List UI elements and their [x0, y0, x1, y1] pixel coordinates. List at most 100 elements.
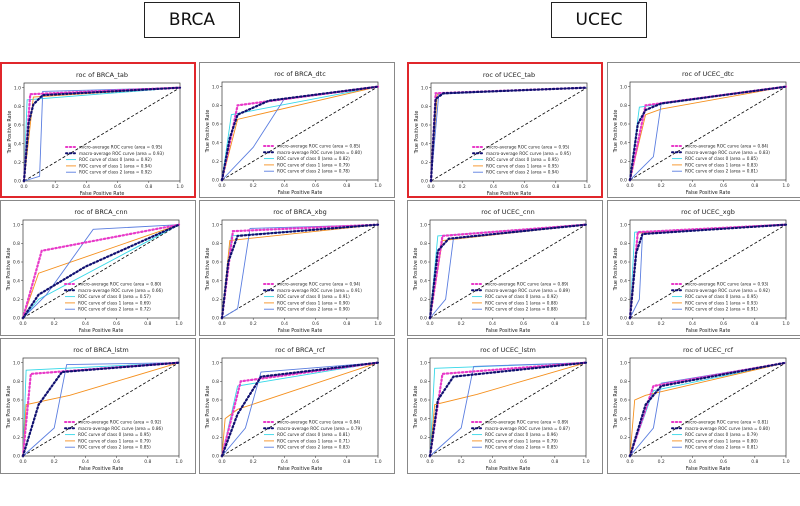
- legend-entry: ROC curve of class 2 (area = 0.72): [78, 307, 151, 312]
- legend-entry: ROC curve of class 1 (area = 0.94): [79, 163, 152, 168]
- x-tick-label: 0.4: [689, 321, 696, 327]
- chance-diagonal: [430, 87, 588, 182]
- legend-entry: ROC curve of class 2 (area = 0.92): [79, 170, 152, 175]
- y-tick-label: 0.8: [14, 104, 21, 110]
- legend-entry: micro-average ROC curve (area = 0.85): [277, 144, 361, 149]
- plot-area: [629, 81, 787, 181]
- legend-entry: ROC curve of class 1 (area = 0.79): [485, 438, 558, 443]
- series-line-macro: [628, 361, 788, 458]
- group-label-brca: BRCA: [144, 2, 240, 38]
- x-tick-label: 0.8: [751, 183, 758, 189]
- y-tick-label: 0.4: [212, 278, 219, 284]
- legend-entry: ROC curve of class 0 (area = 0.85): [685, 156, 758, 161]
- x-tick-label: 0.2: [458, 321, 465, 327]
- y-tick-label: 0.2: [14, 160, 21, 166]
- y-tick-label: 0.6: [421, 123, 428, 129]
- y-tick-label: 0.6: [620, 122, 627, 128]
- legend-entry: macro-average ROC curve (area = 0.87): [485, 426, 570, 431]
- x-tick-label: 0.6: [720, 321, 727, 327]
- chart-title: roc of UCEC_cnn: [481, 208, 534, 216]
- x-tick-label: 0.6: [312, 459, 319, 465]
- y-tick-label: 0.8: [212, 103, 219, 109]
- x-tick-label: 0.2: [250, 183, 257, 189]
- x-tick-label: 1.0: [583, 184, 590, 190]
- x-tick-label: 0.6: [520, 321, 527, 327]
- plot-area: [23, 82, 181, 182]
- legend-entry: macro-average ROC curve (area = 0.89): [485, 288, 570, 293]
- legend-entry: micro-average ROC curve (area = 0.92): [78, 420, 162, 425]
- legend-entry: ROC curve of class 0 (area = 0.92): [485, 294, 558, 299]
- legend-entry: macro-average ROC curve (area = 0.92): [685, 288, 770, 293]
- y-tick-label: 0.2: [212, 435, 219, 441]
- y-tick-label: 0.6: [420, 260, 427, 266]
- roc-chart: roc of BRCA_lstm 0.0 0.2 0.4 0.6 0.8 1.0 0.0 0.2…: [6, 346, 183, 472]
- legend-entry: ROC curve of class 1 (area = 0.90): [277, 300, 350, 305]
- y-tick-label: 0.6: [620, 260, 627, 266]
- y-tick-label: 0.8: [212, 241, 219, 247]
- group-label-ucec: UCEC: [551, 2, 647, 38]
- y-tick-label: 1.0: [212, 360, 219, 366]
- x-tick-label: 1.0: [176, 184, 183, 190]
- x-tick-label: 0.2: [658, 183, 665, 189]
- x-tick-label: 0.8: [552, 184, 559, 190]
- y-tick-label: 0.8: [620, 241, 627, 247]
- y-tick-label: 0.4: [620, 140, 627, 146]
- y-tick-label: 0.6: [420, 398, 427, 404]
- y-tick-label: 0.0: [212, 178, 219, 184]
- legend-entry: macro-average ROC curve (area = 0.86): [78, 426, 163, 431]
- chart-title: roc of BRCA_tab: [76, 71, 128, 79]
- series-line-macro: [628, 85, 788, 182]
- chart-panel-ucec-lstm: roc of UCEC_lstm 0.0 0.2 0.4 0.6 0.8 1.0 0.0 0.2…: [407, 338, 603, 474]
- legend-entry: macro-average ROC curve (area = 0.93): [79, 151, 164, 156]
- x-tick-label: 0.6: [720, 459, 727, 465]
- legend-entry: ROC curve of class 2 (area = 0.85): [485, 445, 558, 450]
- x-tick-label: 0.8: [144, 459, 151, 465]
- series-line-class-2: [23, 87, 181, 182]
- legend-entry: ROC curve of class 2 (area = 0.85): [78, 445, 151, 450]
- x-axis-label: False Positive Rate: [79, 328, 124, 334]
- x-tick-label: 0.4: [490, 184, 497, 190]
- chance-diagonal: [429, 224, 587, 319]
- legend-entry: micro-average ROC curve (area = 0.89): [485, 282, 569, 287]
- legend-entry: micro-average ROC curve (area = 0.81): [685, 420, 769, 425]
- y-tick-label: 1.0: [620, 84, 627, 90]
- x-tick-label: 0.4: [281, 183, 288, 189]
- y-axis-label: True Positive Rate: [6, 386, 12, 430]
- legend-entry: micro-average ROC curve (area = 0.95): [79, 145, 163, 150]
- y-tick-label: 1.0: [421, 85, 428, 91]
- legend-entry: micro-average ROC curve (area = 0.93): [685, 282, 769, 287]
- y-tick-label: 0.2: [13, 297, 20, 303]
- y-tick-label: 0.0: [620, 316, 627, 322]
- series-line-macro: [428, 361, 588, 458]
- roc-chart: roc of BRCA_xbg 0.0 0.2 0.4 0.6 0.8 1.0 0.0 0.2 0…: [205, 208, 382, 334]
- chart-title: roc of UCEC_tab: [483, 71, 535, 79]
- series-line-macro: [429, 86, 589, 183]
- roc-chart: roc of UCEC_lstm 0.0 0.2 0.4 0.6 0.8 1.0 0.0 0.2…: [413, 346, 590, 472]
- y-axis-label: True Positive Rate: [613, 386, 619, 430]
- legend-entry: ROC curve of class 0 (area = 0.95): [78, 432, 151, 437]
- chart-panel-ucec-tab: roc of UCEC_tab 0.0 0.2 0.4 0.6 0.8 1.0 0.0 0.2 0…: [407, 62, 603, 198]
- y-tick-label: 0.2: [620, 159, 627, 165]
- chart-panel-ucec-rcf: roc of UCEC_rcf 0.0 0.2 0.4 0.6 0.8 1.0 0.0 0.2 0…: [607, 338, 800, 474]
- x-tick-label: 0.4: [489, 459, 496, 465]
- series-line-class-1: [429, 362, 587, 457]
- chart-title: roc of BRCA_rcf: [275, 346, 325, 354]
- plot-area: [221, 219, 379, 319]
- legend-entry: ROC curve of class 0 (area = 0.82): [277, 156, 350, 161]
- x-tick-label: 0.2: [51, 321, 58, 327]
- y-tick-label: 0.4: [13, 278, 20, 284]
- legend-entry: micro-average ROC curve (area = 0.84): [277, 420, 361, 425]
- x-axis-label: False Positive Rate: [278, 190, 323, 196]
- y-axis-label: True Positive Rate: [205, 110, 211, 154]
- legend-entry: ROC curve of class 1 (area = 0.79): [277, 162, 350, 167]
- y-tick-label: 0.4: [14, 141, 21, 147]
- y-tick-label: 0.6: [620, 398, 627, 404]
- y-tick-label: 0.4: [420, 416, 427, 422]
- x-axis-label: False Positive Rate: [278, 328, 323, 334]
- plot-area: [429, 357, 587, 457]
- series-line-micro: [429, 86, 589, 183]
- chance-diagonal: [23, 87, 181, 182]
- series-line-macro: [21, 223, 181, 320]
- legend-entry: macro-average ROC curve (area = 0.66): [78, 288, 163, 293]
